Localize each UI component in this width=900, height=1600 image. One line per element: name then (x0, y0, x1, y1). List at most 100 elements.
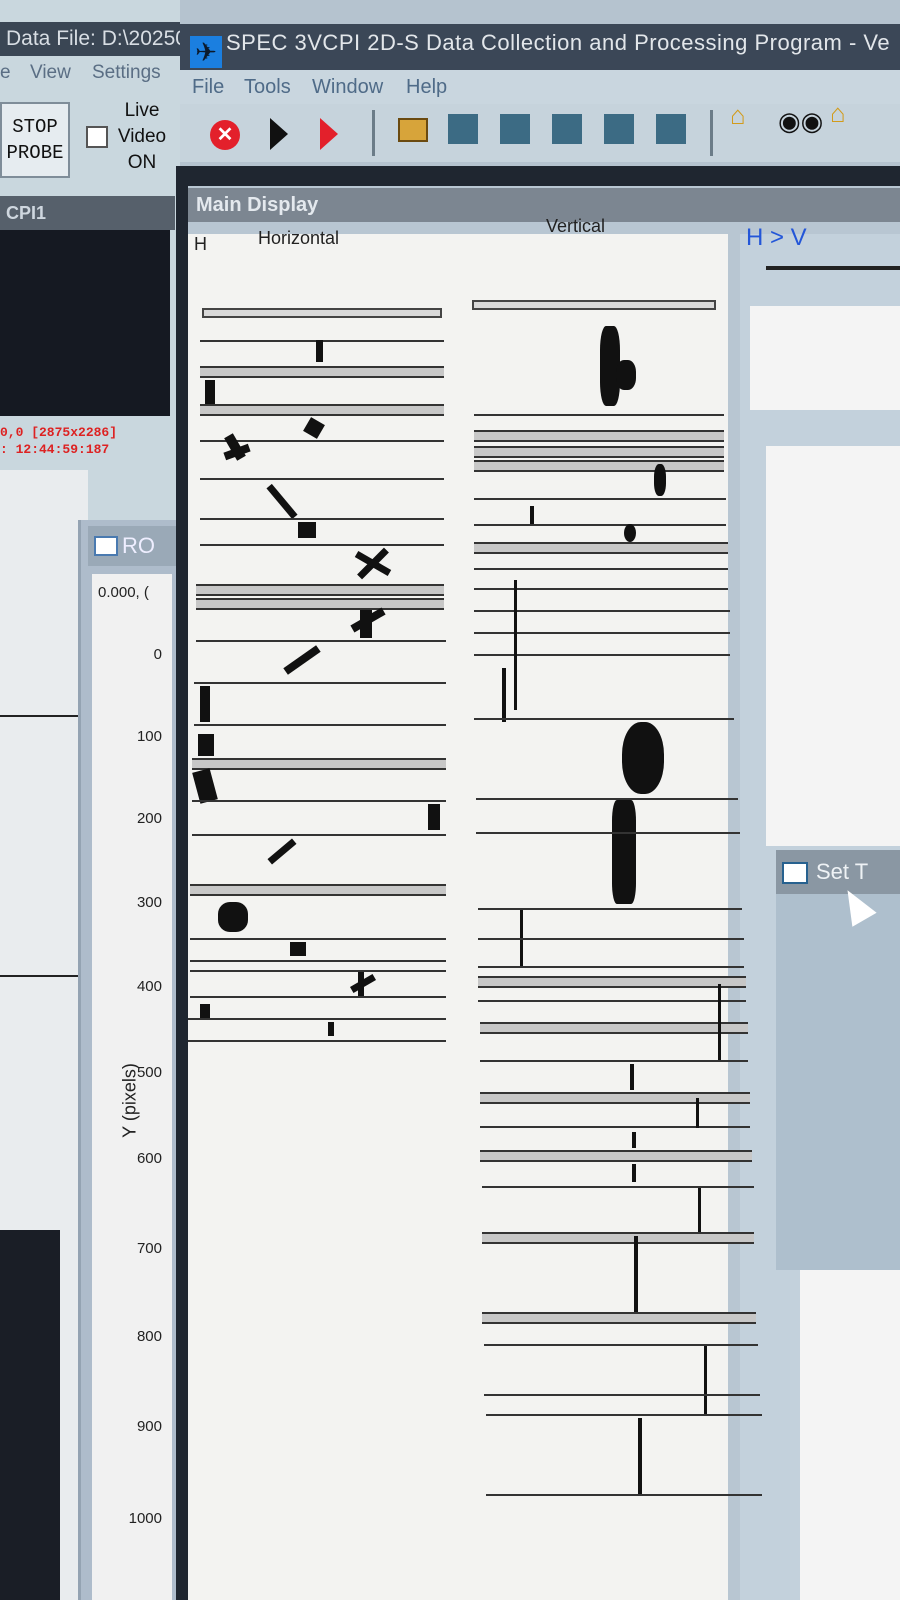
image-strip (200, 404, 444, 416)
y-tick: 100 (136, 728, 162, 745)
app-title-bar[interactable] (180, 24, 900, 70)
image-strip (190, 996, 446, 998)
particle-image (530, 506, 534, 526)
mask-icon[interactable]: ◉◉ (778, 106, 824, 136)
menu-item-settings[interactable]: Settings (92, 62, 161, 83)
image-strip (486, 1494, 762, 1496)
image-strip (196, 598, 444, 610)
image-strip (194, 682, 446, 684)
particle-image (428, 804, 440, 830)
app-title: SPEC 3VCPI 2D-S Data Collection and Proc… (226, 30, 891, 55)
house-icon[interactable]: ⌂ (730, 100, 746, 130)
image-strip (188, 1040, 446, 1042)
y-tick: 0 (153, 646, 162, 663)
cpi-panel-title: CPI1 (0, 196, 175, 230)
image-strip (482, 1232, 754, 1244)
back-window-title: Data File: D:\2025082913445.cpi [RECORDI… (0, 22, 206, 56)
image-strip (194, 724, 446, 726)
menu-tools[interactable]: Tools (244, 76, 291, 98)
image-strip (200, 478, 444, 480)
live-label-line3: ON (127, 152, 157, 173)
menu-help[interactable]: Help (406, 76, 448, 98)
particle-image (600, 326, 620, 406)
image-strip (474, 414, 724, 416)
info-box (800, 1270, 900, 1600)
image-strip (478, 1000, 746, 1002)
image-strip (190, 960, 446, 962)
image-strip (200, 440, 444, 442)
image-strip (474, 718, 734, 720)
particle-image (200, 1004, 210, 1018)
image-strip-header (472, 300, 716, 310)
roi-coord-readout: 0.000, ( (98, 584, 149, 601)
hv-divider (766, 266, 900, 270)
disk-icon[interactable] (552, 114, 582, 144)
stop-probe-button[interactable]: STOP PROBE (0, 102, 70, 178)
particle-image (290, 942, 306, 956)
image-strip (478, 938, 744, 940)
image-strip (486, 1414, 762, 1416)
image-strip (478, 966, 744, 968)
particle-image (696, 1098, 699, 1128)
square-icon[interactable] (604, 114, 634, 144)
divider (0, 975, 88, 977)
square-icon[interactable] (656, 114, 686, 144)
image-strip (474, 654, 730, 656)
image-strip (190, 970, 446, 972)
menu-window[interactable]: Window (312, 76, 384, 98)
image-strip (480, 1022, 748, 1034)
stop-probe-label-2: PROBE (6, 142, 64, 164)
image-strip (192, 758, 446, 770)
particle-image (200, 686, 210, 722)
particle-image (698, 1188, 701, 1234)
image-strip (474, 568, 728, 570)
square-icon[interactable] (448, 114, 478, 144)
particle-image (502, 668, 506, 722)
live-label-line2: Video (117, 126, 167, 147)
particle-image (218, 902, 248, 932)
horizontal-label: Horizontal (258, 228, 340, 248)
square-icon[interactable] (500, 114, 530, 144)
particle-image (654, 464, 666, 496)
back-menu-bar: e View Settings (0, 58, 200, 88)
cpi-dark-panel (0, 1230, 60, 1600)
folder-icon[interactable] (398, 118, 428, 142)
image-strip (474, 542, 728, 554)
particle-image (632, 1132, 636, 1148)
image-strip (474, 430, 724, 442)
h-label: H (194, 234, 207, 254)
stop-icon[interactable]: ✕ (210, 120, 240, 150)
y-tick: 800 (136, 1328, 162, 1345)
particle-image (514, 580, 517, 710)
toolbar (180, 104, 900, 162)
image-strip (474, 610, 730, 612)
menu-file[interactable]: File (192, 76, 225, 98)
particle-image (360, 610, 372, 638)
image-strip (474, 498, 726, 500)
particle-image (205, 380, 215, 406)
image-strip (482, 1186, 754, 1188)
roi-plot (92, 574, 172, 1600)
stop-probe-label-1: STOP (12, 116, 58, 138)
cpi-info: 0,0 [2875x2286] : 12:44:59:187 (0, 424, 170, 458)
menu-bar: File Tools Window Help (180, 70, 900, 104)
y-tick: 400 (136, 978, 162, 995)
h-greater-v-label: H > V (746, 224, 807, 251)
menu-item-file[interactable]: e (0, 62, 11, 83)
particle-image (328, 1022, 334, 1036)
main-display-title[interactable]: Main Display (188, 188, 900, 222)
house-icon[interactable]: ⌂ (830, 98, 846, 128)
image-strip (200, 544, 444, 546)
record-icon[interactable] (320, 118, 338, 150)
y-tick: 1000 (128, 1510, 162, 1527)
app-icon: ✈ (190, 36, 222, 68)
menu-item-view[interactable]: View (30, 62, 71, 83)
image-strip (480, 1126, 750, 1128)
y-tick: 200 (136, 810, 162, 827)
live-video-checkbox[interactable] (86, 126, 108, 148)
image-strip (188, 1018, 446, 1020)
live-video-label: Live Video ON (112, 98, 172, 176)
image-strip (474, 588, 728, 590)
play-icon[interactable] (270, 118, 288, 150)
image-strip-header (202, 308, 442, 318)
